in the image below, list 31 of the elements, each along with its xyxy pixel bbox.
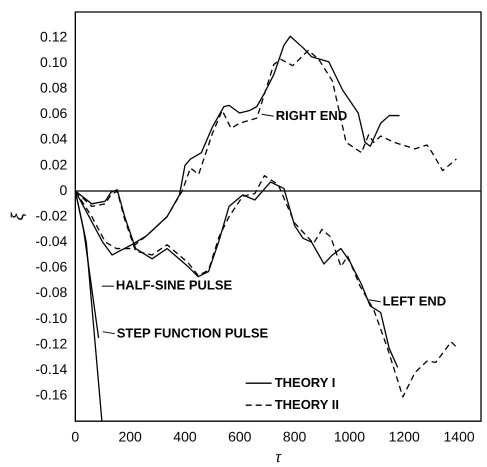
y-axis-title: ξ	[8, 211, 27, 220]
y-tick-label: 0	[60, 182, 68, 198]
legend-label: THEORY I	[274, 374, 336, 390]
annotation: RIGHT END	[276, 108, 348, 123]
annotation: LEFT END	[382, 293, 446, 308]
x-tick-label: 1000	[334, 428, 366, 444]
y-tick-label: 0.06	[40, 105, 68, 122]
y-tick-label: -0.16	[35, 386, 68, 402]
y-tick-label: 0.10	[40, 54, 68, 70]
y-tick-label: -0.14	[35, 360, 68, 377]
y-tick-label: 0.02	[40, 156, 68, 172]
y-tick-label: -0.06	[35, 258, 68, 275]
y-tick-label: -0.04	[35, 233, 68, 250]
x-tick-label: 400	[173, 428, 197, 444]
annotation: STEP FUNCTION PULSE	[116, 325, 268, 340]
y-tick-label: -0.10	[35, 310, 68, 326]
x-tick-label: 800	[282, 428, 306, 444]
y-tick-label: -0.08	[35, 284, 68, 300]
x-tick-label: 0	[71, 428, 80, 444]
y-tick-label: -0.12	[35, 335, 68, 352]
y-tick-label: -0.02	[35, 207, 68, 224]
annotation: HALF-SINE PULSE	[116, 278, 232, 293]
y-tick-label: 0.12	[40, 28, 68, 44]
legend-label: THEORY II	[274, 396, 339, 412]
x-tick-label: 1400	[443, 428, 475, 444]
x-tick-label: 600	[228, 428, 252, 444]
x-axis-title: τ	[275, 449, 282, 466]
y-tick-label: 0.04	[40, 130, 68, 147]
x-tick-label: 200	[118, 428, 142, 444]
x-tick-label: 1200	[388, 428, 420, 444]
y-tick-label: 0.08	[40, 80, 68, 96]
